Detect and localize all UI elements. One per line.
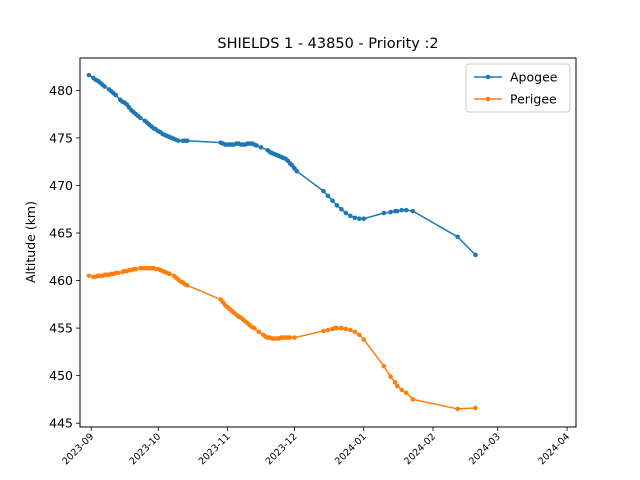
- y-tick-label: 445: [49, 416, 73, 431]
- apogee-point: [294, 168, 300, 174]
- apogee-point: [394, 208, 400, 214]
- apogee-point: [325, 193, 331, 199]
- legend-apogee-label: Apogee: [510, 70, 558, 85]
- y-axis-label: Altitude (km): [23, 201, 38, 283]
- legend-apogee-marker: [485, 74, 491, 80]
- y-tick-label: 465: [49, 225, 73, 240]
- apogee-point: [176, 138, 181, 144]
- perigee-point: [115, 270, 121, 276]
- perigee-point: [334, 325, 340, 331]
- perigee-point: [292, 335, 297, 340]
- apogee-point: [455, 234, 460, 240]
- perigee-point: [133, 266, 139, 272]
- y-tick-label: 470: [49, 178, 73, 193]
- apogee-point: [339, 206, 344, 212]
- legend-perigee-label: Perigee: [510, 92, 557, 107]
- plot-frame: [79, 57, 577, 428]
- perigee-point: [325, 327, 331, 333]
- apogee-point: [356, 216, 362, 222]
- perigee-point: [473, 405, 478, 411]
- perigee-point: [399, 387, 405, 393]
- perigee-point: [392, 380, 398, 385]
- perigee-point: [287, 335, 293, 340]
- perigee-point: [167, 271, 172, 277]
- perigee-point: [394, 383, 400, 389]
- chart-title: SHIELDS 1 - 43850 - Priority :2: [217, 36, 438, 52]
- perigee-point: [321, 328, 326, 334]
- y-tick-label: 475: [49, 130, 73, 145]
- apogee-point: [381, 210, 387, 216]
- perigee-point: [343, 326, 349, 332]
- apogee-point: [403, 207, 409, 213]
- perigee-point: [361, 337, 367, 342]
- apogee-point: [258, 145, 264, 150]
- perigee-point: [339, 325, 344, 331]
- perigee-point: [251, 325, 257, 331]
- legend-perigee-marker: [485, 96, 491, 102]
- apogee-point: [254, 143, 259, 148]
- apogee-point: [343, 210, 349, 216]
- y-tick-label: 480: [49, 83, 73, 98]
- perigee-point: [256, 329, 262, 335]
- series-layer: [86, 72, 478, 412]
- apogee-point: [102, 84, 107, 89]
- apogee-point: [86, 72, 92, 78]
- perigee-point: [356, 332, 362, 338]
- apogee-point: [473, 252, 478, 258]
- apogee-point: [410, 208, 416, 214]
- apogee-point: [361, 216, 367, 222]
- perigee-point: [184, 283, 190, 288]
- apogee-point: [321, 188, 326, 194]
- apogee-point: [330, 198, 335, 203]
- apogee-point: [388, 209, 393, 215]
- perigee-point: [348, 327, 353, 333]
- y-tick-label: 460: [49, 273, 73, 288]
- legend-box: [465, 63, 571, 113]
- apogee-point: [138, 115, 143, 121]
- apogee-point: [352, 215, 358, 221]
- perigee-point: [388, 374, 393, 379]
- y-axis: 445 450 455 460 465 470 475 480: [49, 83, 80, 431]
- perigee-point: [403, 390, 409, 396]
- apogee-point: [334, 203, 340, 208]
- y-tick-label: 450: [49, 368, 73, 383]
- legend: Apogee Perigee: [465, 63, 571, 113]
- perigee-point: [410, 397, 416, 402]
- perigee-point: [86, 273, 92, 279]
- y-tick-label: 455: [49, 321, 73, 336]
- perigee-point: [381, 363, 387, 369]
- apogee-point: [348, 213, 353, 219]
- perigee-point: [352, 329, 358, 335]
- apogee-point: [113, 92, 119, 98]
- apogee-point: [184, 138, 190, 144]
- apogee-point: [399, 207, 405, 213]
- perigee-point: [455, 406, 460, 412]
